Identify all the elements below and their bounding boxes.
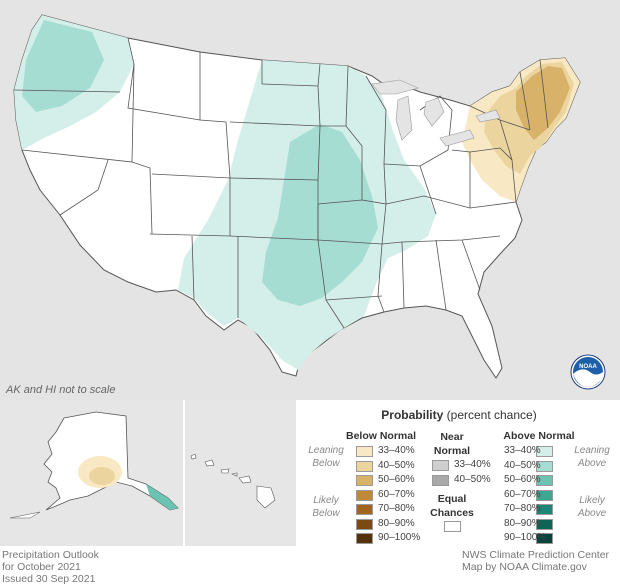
below-normal-ne-core (516, 66, 570, 140)
above-normal-bin-swatch (536, 504, 553, 515)
hawaii-islands (190, 453, 276, 509)
below-normal-bin-swatch (356, 489, 373, 501)
above-normal-bin-label: 70–80% (504, 503, 541, 514)
below-normal-bin-swatch (356, 504, 373, 515)
below-normal-bin-swatch (356, 518, 373, 530)
footer-right: NWS Climate Prediction Center Map by NOA… (462, 549, 609, 573)
above-leaning-label: Leaning Above (574, 445, 610, 469)
footer-credit-cpc: NWS Climate Prediction Center (462, 549, 610, 561)
below-normal-bin-label: 33–40% (378, 445, 415, 456)
aleutians (9, 511, 41, 519)
alaska-below-mid (89, 467, 115, 485)
above-normal-bin-label: 50–60% (504, 474, 541, 485)
near-normal-bin-swatch (432, 460, 449, 471)
above-likely-label: Likely Above (577, 495, 607, 519)
below-normal-bin-swatch (356, 446, 373, 457)
footer-left: Precipitation Outlook for October 2021 I… (2, 549, 99, 585)
above-normal-bin-swatch (536, 446, 553, 457)
conus-map: NOAA AK and HI not to scale (0, 0, 620, 400)
below-leaning-label: Leaning Below (308, 445, 344, 469)
alaska-map-svg (9, 411, 179, 519)
hawaii-inset (185, 400, 298, 546)
above-normal-bin-label: 33–40% (504, 445, 541, 456)
great-lakes (371, 79, 501, 147)
legend-panel: Probability (percent chance) Below Norma… (298, 400, 620, 546)
near-normal-bin-swatch (432, 474, 449, 486)
above-normal-bin-swatch (536, 489, 553, 501)
above-normal-bin-swatch (536, 475, 553, 486)
conus-map-svg: NOAA (13, 14, 606, 390)
below-normal-bin-label: 40–50% (378, 459, 415, 471)
footer-period: for October 2021 (2, 561, 81, 573)
below-normal-bin-label: 80–90% (378, 517, 415, 529)
below-normal-bin-swatch (356, 475, 373, 486)
above-normal-central-core (262, 124, 378, 306)
below-normal-bin-swatch (356, 460, 373, 472)
near-normal-heading: Near Normal (433, 431, 471, 457)
above-normal-bin-swatch (536, 460, 553, 472)
hawaii-map-svg (190, 453, 276, 509)
alaska-panhandle-above (146, 484, 178, 510)
below-normal-bin-label: 50–60% (378, 474, 415, 485)
below-normal-heading: Below Normal (345, 430, 416, 442)
above-normal-bin-label: 40–50% (504, 459, 541, 471)
footer-credit-map: Map by NOAA Climate.gov (462, 561, 587, 573)
legend-title-bold: Probability (381, 408, 444, 422)
state-borders (13, 37, 549, 329)
above-normal-nw-core (22, 20, 104, 112)
below-normal-bin-swatch (356, 533, 373, 544)
near-normal-bin-label: 33–40% (454, 459, 491, 470)
equal-chances-heading: Equal Chances (430, 493, 474, 519)
svg-text:NOAA: NOAA (579, 364, 597, 370)
below-normal-bin-label: 70–80% (378, 503, 415, 514)
below-normal-bin-label: 90–100% (378, 532, 421, 543)
footer-title: Precipitation Outlook (2, 549, 99, 561)
below-normal-bin-label: 60–70% (378, 488, 415, 500)
above-normal-bin-label: 80–90% (504, 517, 541, 529)
above-normal-bin-label: 90–100% (504, 532, 547, 543)
above-normal-heading: Above Normal (503, 430, 575, 442)
scale-note: AK and HI not to scale (6, 384, 116, 396)
near-normal-bin-label: 40–50% (454, 473, 491, 485)
noaa-logo: NOAA (570, 354, 606, 390)
legend-title: Probability (percent chance) (298, 408, 620, 422)
above-normal-bin-swatch (536, 533, 553, 544)
below-likely-label: Likely Below (312, 495, 340, 519)
above-normal-bin-swatch (536, 518, 553, 530)
equal-chances-swatch (444, 521, 461, 532)
alaska-inset (0, 400, 185, 546)
legend-title-rest: (percent chance) (443, 408, 537, 422)
footer-issued: Issued 30 Sep 2021 (2, 573, 96, 585)
above-normal-bin-label: 60–70% (504, 488, 541, 500)
